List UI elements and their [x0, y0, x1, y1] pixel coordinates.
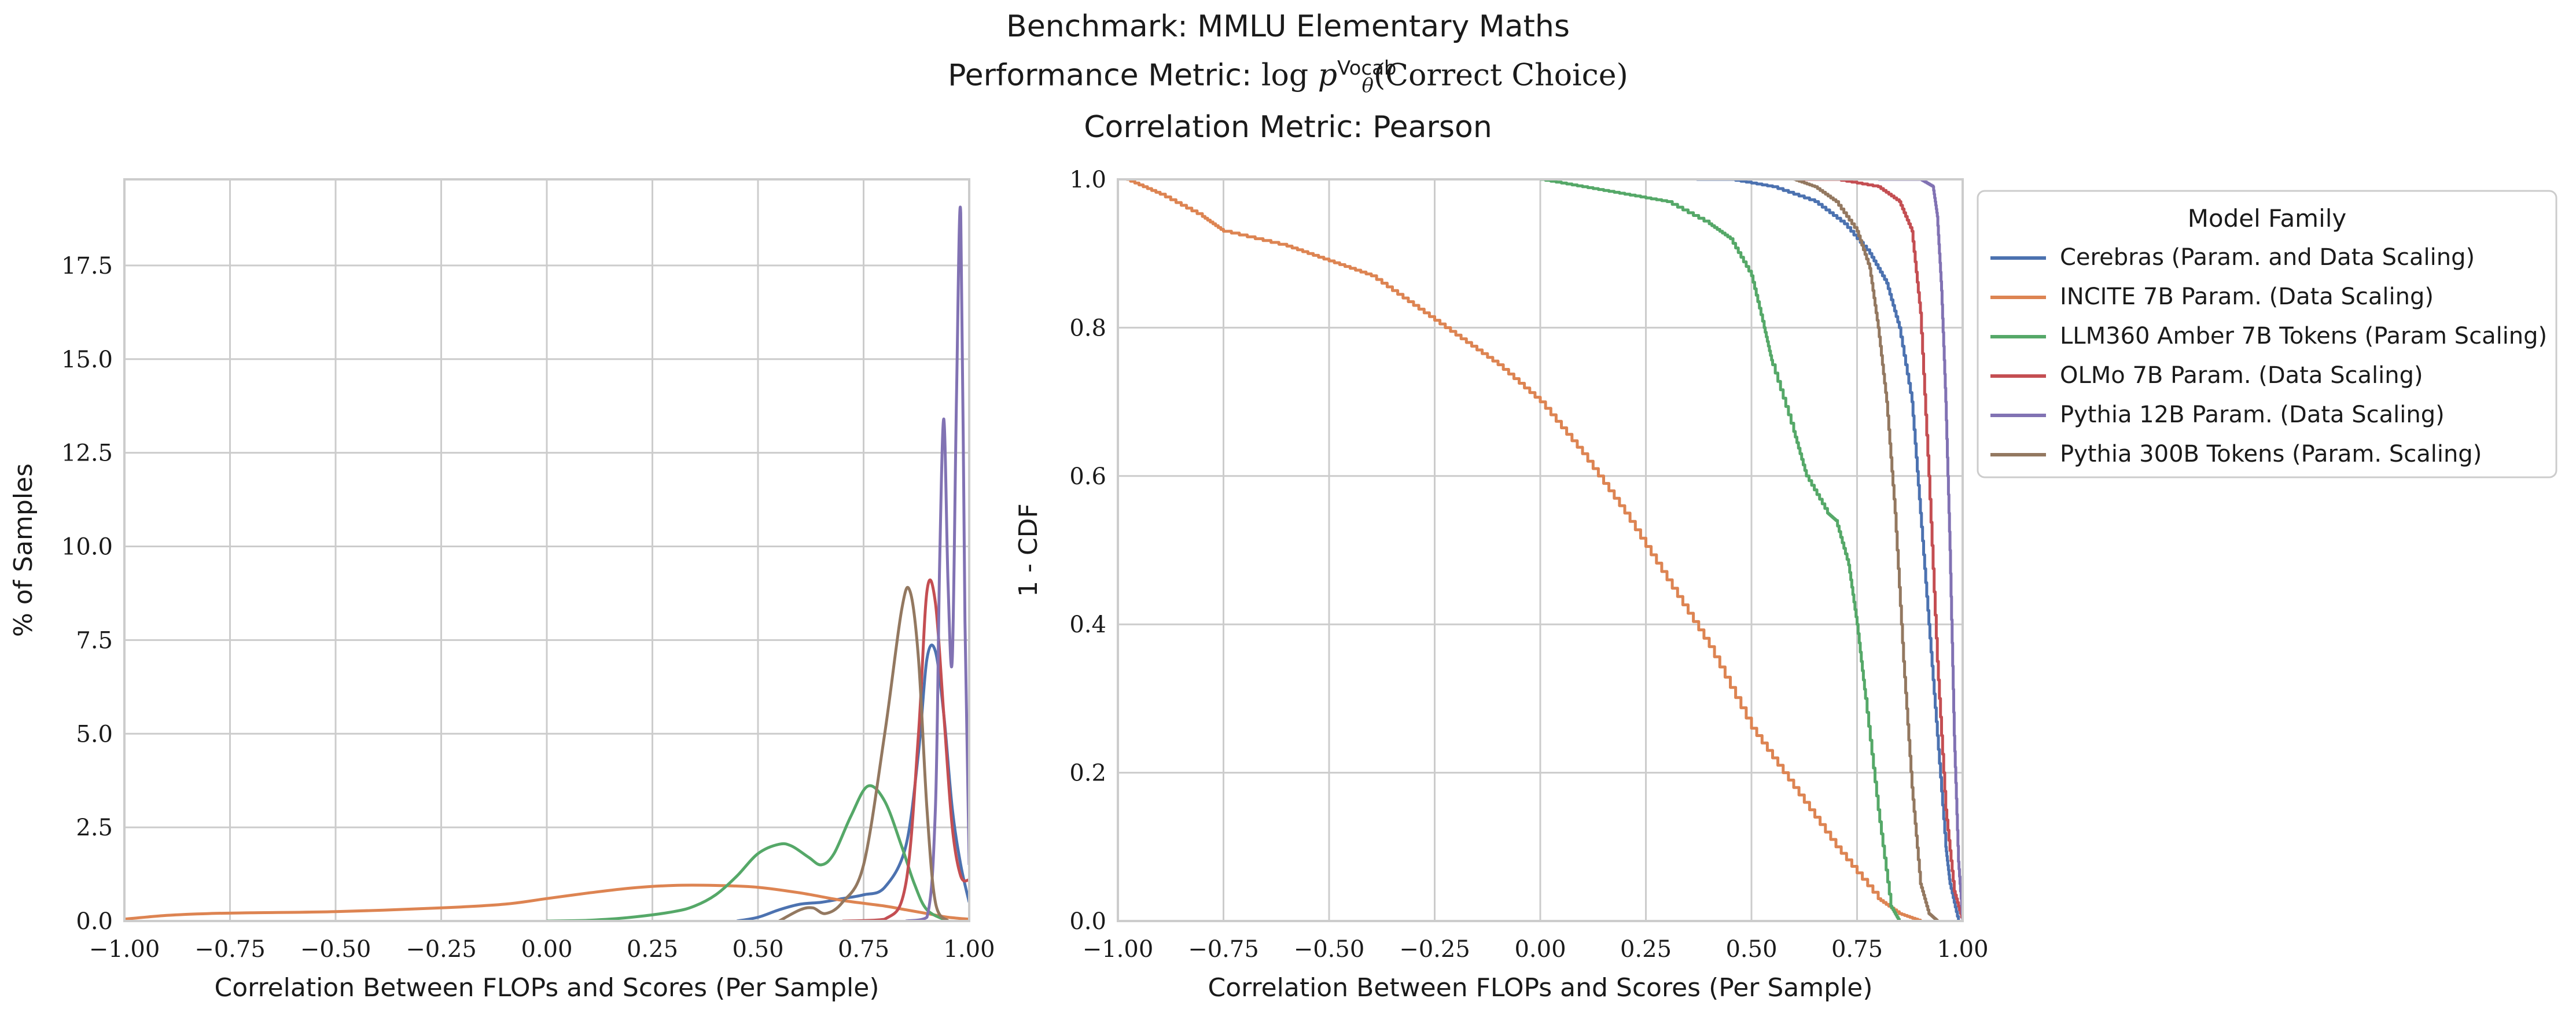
cdf-xlabel: Correlation Between FLOPs and Scores (Pe…	[1208, 973, 1872, 1003]
kde-xtick-label: −0.50	[300, 936, 371, 963]
kde-xlabel: Correlation Between FLOPs and Scores (Pe…	[214, 973, 879, 1003]
cdf-ytick-label: 0.8	[1069, 315, 1106, 341]
cdf-xtick-label: 0.50	[1725, 936, 1777, 963]
kde-series-pythia-12b-param-data-scaling	[906, 205, 969, 921]
cdf-ytick-label: 0.6	[1069, 463, 1106, 490]
kde-ytick-label: 2.5	[76, 815, 113, 841]
kde-series-pythia-300b-tokens-param-scaling	[778, 585, 950, 921]
legend-entry: Pythia 12B Param. (Data Scaling)	[2060, 402, 2445, 428]
cdf-series-cerebras-param-and-data-scaling	[1697, 179, 1960, 921]
kde-series-cerebras-param-and-data-scaling	[737, 643, 969, 921]
legend-title: Model Family	[2188, 204, 2347, 233]
cdf-xtick-label: 1.00	[1937, 936, 1988, 963]
title-performance-metric: Performance Metric: log pVocabθ(Correct …	[0, 47, 2576, 106]
legend-entry: OLMo 7B Param. (Data Scaling)	[2060, 362, 2423, 389]
cdf-ylabel: 1 - CDF	[1014, 503, 1043, 597]
survival-cdf-panel: −1.00 −0.75 −0.50 −0.25 0.00 0.25 0.50 0.75 1.00…	[1014, 167, 1989, 1003]
kde-ytick-label: 12.5	[61, 440, 113, 467]
title-math-arg: (Correct Choice)	[1374, 58, 1628, 93]
kde-ytick-label: 17.5	[61, 253, 113, 279]
kde-xtick-label: 0.00	[521, 936, 572, 963]
cdf-xtick-label: −0.25	[1399, 936, 1470, 963]
legend-entry: Pythia 300B Tokens (Param. Scaling)	[2060, 441, 2482, 467]
cdf-ytick-label: 0.4	[1069, 612, 1106, 638]
cdf-ytick-label: 1.0	[1069, 167, 1106, 193]
cdf-xtick-label: −0.75	[1188, 936, 1259, 963]
legend-box	[1977, 190, 2557, 478]
kde-xtick-label: 1.00	[943, 936, 995, 963]
legend-entry: Cerebras (Param. and Data Scaling)	[2060, 244, 2475, 271]
cdf-series-llm360-amber-7b-tokens-param-scaling	[1540, 179, 1901, 921]
kde-series-incite-7b-param-data-scaling	[124, 883, 969, 921]
title-benchmark: Benchmark: MMLU Elementary Maths	[1006, 9, 1570, 44]
legend-entry: INCITE 7B Param. (Data Scaling)	[2060, 283, 2434, 310]
figure-title: Benchmark: MMLU Elementary Maths Perform…	[0, 6, 2576, 148]
cdf-series-pythia-300b-tokens-param-scaling	[1794, 179, 1939, 921]
legend-entry: LLM360 Amber 7B Tokens (Param Scaling)	[2060, 323, 2547, 349]
cdf-series-incite-7b-param-data-scaling	[1126, 179, 1922, 921]
kde-ytick-label: 10.0	[61, 534, 113, 561]
kde-ytick-label: 7.5	[76, 627, 113, 654]
legend: Model Family Cerebras (Param. and Data Sc…	[1977, 190, 2557, 478]
cdf-frame	[1117, 178, 1964, 922]
cdf-ytick-label: 0.0	[1069, 908, 1106, 935]
kde-xtick-label: −0.25	[406, 936, 477, 963]
kde-series-olmo-7b-param-data-scaling	[842, 578, 969, 921]
kde-ytick-label: 0.0	[76, 908, 113, 935]
cdf-xtick-label: 0.00	[1514, 936, 1566, 963]
title-math-sub: θ	[1361, 73, 1374, 97]
kde-xtick-label: −1.00	[89, 936, 160, 963]
kde-ytick-label: 15.0	[61, 347, 113, 373]
title-math-p: p	[1318, 58, 1337, 93]
cdf-xtick-label: 0.75	[1831, 936, 1883, 963]
kde-panel: −1.00 −0.75 −0.50 −0.25 0.00 0.25 0.50 0.75 1.00…	[9, 178, 995, 1003]
kde-frame	[123, 178, 970, 922]
kde-series-llm360-amber-7b-tokens-param-scaling	[546, 784, 949, 921]
cdf-series-pythia-12b-param-data-scaling	[1878, 179, 1963, 921]
cdf-xtick-label: 0.25	[1620, 936, 1672, 963]
kde-xtick-label: 0.50	[732, 936, 783, 963]
kde-ytick-label: 5.0	[76, 721, 113, 747]
title-math-sup: Vocab	[1337, 57, 1397, 80]
cdf-series-olmo-7b-param-data-scaling	[1794, 179, 1963, 921]
cdf-xtick-label: −1.00	[1083, 936, 1154, 963]
kde-xtick-label: 0.25	[627, 936, 678, 963]
kde-xtick-label: −0.75	[194, 936, 266, 963]
kde-ylabel: % of Samples	[9, 463, 38, 637]
title-correlation-metric: Correlation Metric: Pearson	[1084, 109, 1492, 145]
cdf-xtick-label: −0.50	[1294, 936, 1365, 963]
title-math-log: log	[1261, 58, 1309, 93]
cdf-ytick-label: 0.2	[1069, 760, 1106, 787]
title-performance-prefix: Performance Metric:	[948, 58, 1252, 93]
kde-xtick-label: 0.75	[838, 936, 889, 963]
